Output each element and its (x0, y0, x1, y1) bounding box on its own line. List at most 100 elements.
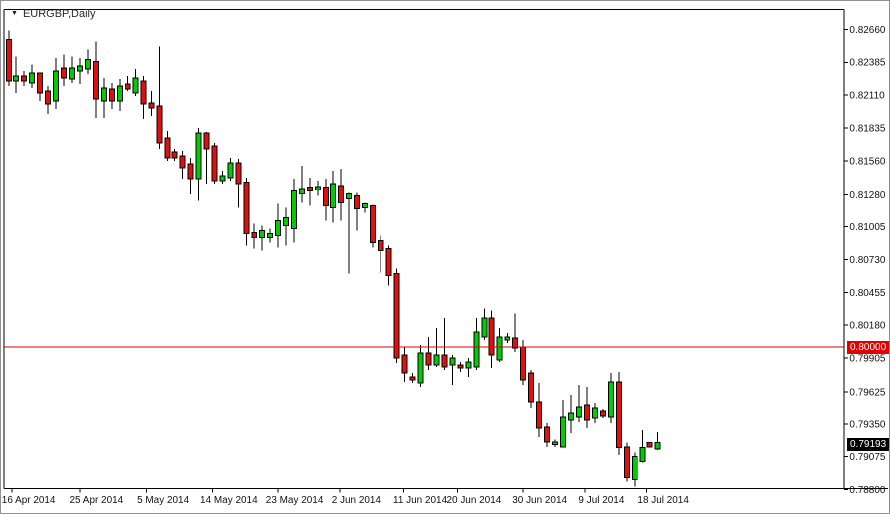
price-axis-label: 0.79625 (849, 387, 885, 398)
candle (140, 76, 147, 119)
candle (179, 150, 186, 179)
candle-body (219, 175, 226, 182)
date-axis-label: 5 May 2014 (137, 495, 189, 506)
date-axis-label: 25 Apr 2014 (70, 495, 124, 506)
candle-body (100, 87, 107, 102)
candle-body (84, 58, 91, 70)
candle (654, 431, 661, 450)
candle-body (646, 442, 653, 448)
candle-body (116, 85, 123, 102)
date-axis-label: 18 Jul 2014 (637, 495, 689, 506)
candle (473, 318, 480, 371)
candle (544, 422, 551, 447)
candle-body (171, 151, 178, 159)
candle (441, 318, 448, 371)
candle-body (654, 441, 661, 450)
candle-body (465, 361, 472, 369)
candle-body (512, 337, 519, 349)
price-axis-label: 0.80180 (849, 321, 885, 332)
candle (583, 386, 590, 428)
candle (536, 383, 543, 437)
candle (575, 385, 582, 422)
candle (259, 225, 266, 251)
candle (639, 429, 646, 463)
candle-body (449, 357, 456, 366)
candle (631, 452, 638, 487)
candle-body (575, 406, 582, 418)
candle (37, 72, 44, 102)
price-axis-label: 0.82660 (849, 25, 885, 36)
dropdown-arrow-icon[interactable]: ▼ (11, 10, 18, 17)
candle (164, 131, 171, 161)
candle (315, 180, 321, 196)
candle (646, 441, 653, 448)
candle (361, 202, 368, 213)
candle (6, 30, 13, 87)
candle-body (61, 67, 67, 79)
candle-body (528, 372, 535, 403)
candle (481, 308, 488, 341)
candle-body (243, 182, 250, 235)
candle-body (322, 187, 329, 207)
candle-body (45, 90, 52, 105)
candle (552, 439, 559, 447)
candle-body (631, 456, 638, 481)
price-axis: 0.82660 0.82385 0.82110 0.81835 0.81560 0.812… (843, 25, 886, 496)
candle-body (369, 205, 376, 244)
price-axis-label: 0.78800 (849, 485, 885, 496)
candle (329, 170, 336, 223)
candle-body (132, 77, 139, 94)
candle-body (164, 137, 171, 159)
candle (84, 49, 91, 75)
candle-body (259, 230, 266, 239)
candle-body (583, 404, 590, 421)
candle-body (337, 185, 344, 204)
candle-body (37, 72, 44, 94)
candle (425, 337, 432, 371)
candle-body (156, 105, 163, 144)
date-axis-label: 30 Jun 2014 (512, 495, 567, 506)
date-axis-label: 23 May 2014 (266, 495, 324, 506)
candle-body (315, 186, 321, 191)
candle-body (345, 193, 352, 200)
candle-body (639, 447, 646, 463)
candle-body (195, 132, 202, 180)
candle-body (552, 441, 559, 446)
candle (457, 362, 464, 373)
candle (76, 58, 83, 85)
candle (203, 131, 210, 184)
candle (275, 203, 282, 248)
candle-body (291, 190, 298, 230)
price-axis-label: 0.79350 (849, 419, 885, 430)
candle-body (53, 70, 60, 102)
candle-body (560, 416, 567, 448)
candle (560, 399, 567, 448)
candle (148, 91, 155, 116)
candle-body (496, 336, 503, 361)
candle-body (481, 317, 488, 338)
candle (417, 345, 424, 387)
price-axis-label: 0.81005 (849, 222, 885, 233)
candle (53, 58, 60, 110)
candle-body (235, 162, 242, 185)
candle (235, 158, 242, 208)
candle (92, 41, 99, 119)
candle-body (124, 83, 131, 90)
candle-body (108, 88, 115, 102)
candle-body (21, 75, 28, 82)
candle-body (599, 410, 606, 417)
candle (488, 310, 495, 369)
candle (465, 358, 472, 378)
candle-body (441, 354, 448, 368)
candle-body (361, 203, 368, 209)
candle-body (227, 162, 234, 179)
candle-body (68, 67, 75, 80)
symbol-text: EURGBP,Daily (22, 8, 96, 20)
candle-body (457, 364, 464, 369)
candle (29, 64, 36, 89)
candle (409, 373, 416, 384)
price-axis-label: 0.80730 (849, 255, 885, 266)
chart-frame (3, 8, 888, 490)
